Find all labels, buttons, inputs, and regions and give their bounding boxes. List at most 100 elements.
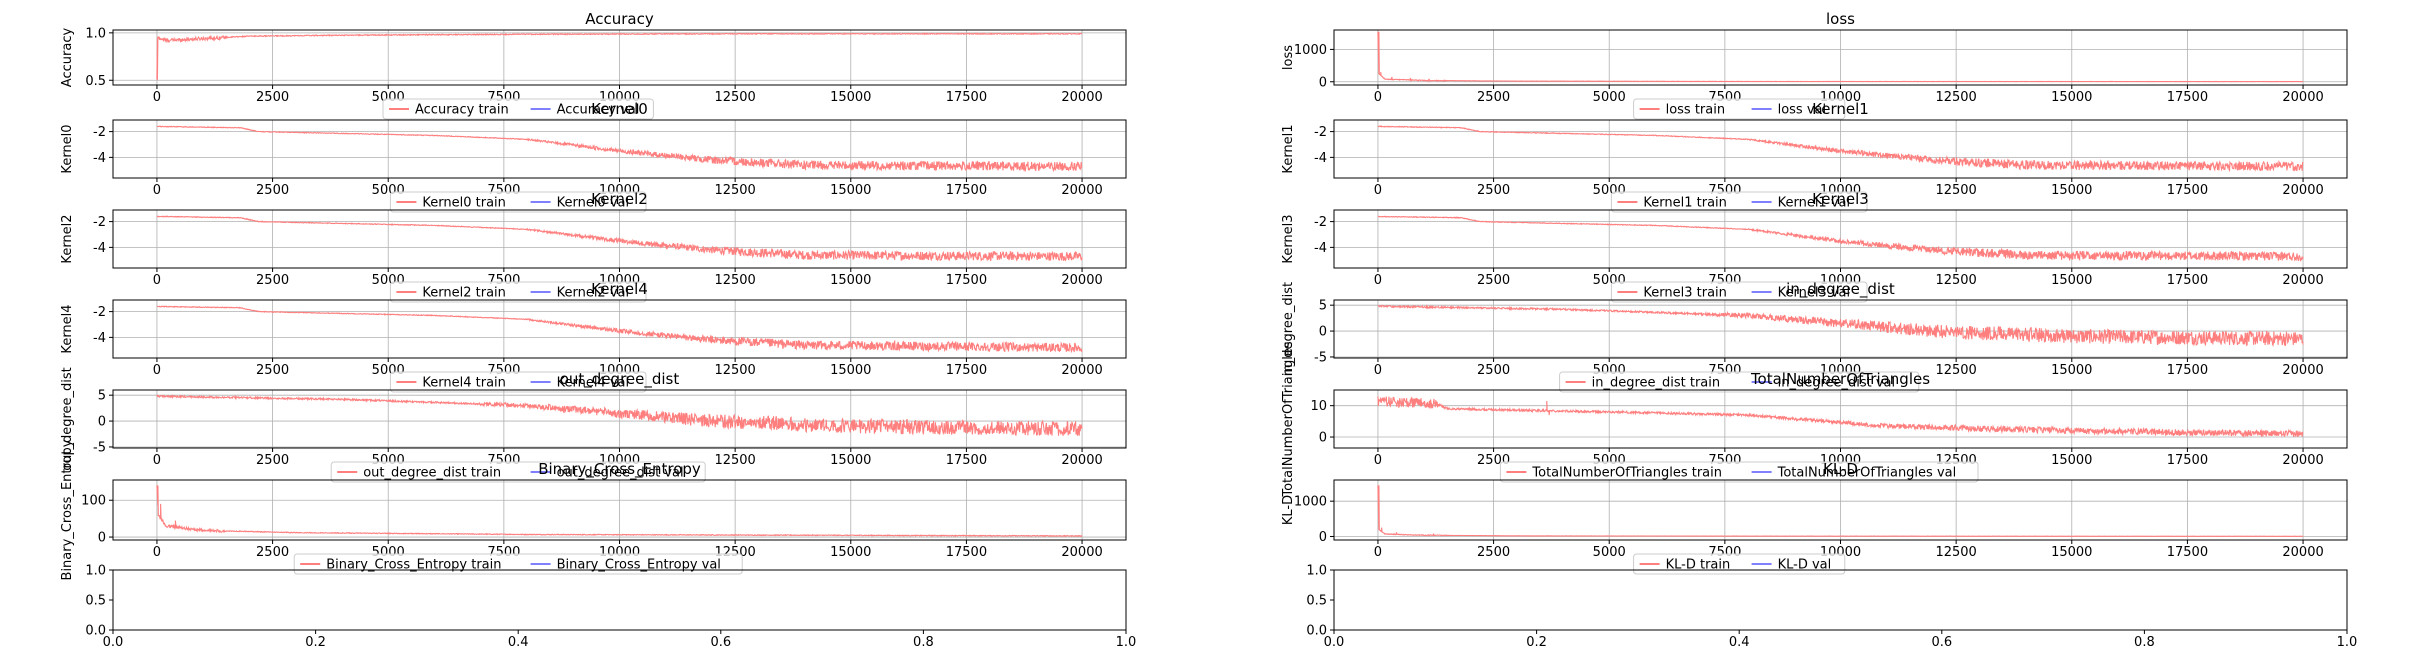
y-axis-label: Kernel0 (60, 124, 75, 173)
subplot-title: Kernel4 (591, 280, 648, 298)
x-tick-label: 2500 (256, 545, 289, 560)
y-tick-label: 0 (1319, 530, 1327, 545)
legend-train-label: in_degree_dist train (1592, 376, 1721, 391)
legend-val-label: KL-D val (1778, 558, 1832, 573)
x-tick-label: 2500 (256, 183, 289, 198)
x-tick-label: 15000 (2051, 273, 2092, 288)
legend-train-label: TotalNumberOfTriangles train (1531, 466, 1722, 481)
y-tick-label: 10 (1310, 399, 1327, 414)
subplot-11: 0 2500 5000 7500 10000 12500 15000 17500 2000001… (1281, 460, 2348, 575)
y-tick-label: 0 (98, 415, 106, 430)
x-tick-label: 15000 (2051, 453, 2092, 468)
x-tick-label: 0 (153, 273, 161, 288)
y-tick-label: -2 (1314, 215, 1327, 230)
legend-box (1499, 461, 1979, 483)
x-tick-label: 17500 (946, 90, 987, 105)
legend-train-label: Binary_Cross_Entropy train (326, 558, 501, 573)
y-tick-label: -2 (1314, 125, 1327, 140)
legend-val-label: Accuracy val (557, 103, 640, 118)
legend-box (389, 281, 647, 303)
x-tick-label: 17500 (2167, 273, 2208, 288)
x-tick-label: 12500 (1935, 363, 1976, 378)
legend-box (1633, 98, 1846, 120)
x-tick-label: 2500 (256, 363, 289, 378)
x-tick-label: 17500 (946, 363, 987, 378)
x-tick-label: 20000 (2282, 273, 2323, 288)
x-tick-label: 0 (153, 545, 161, 560)
legend-val-label: out_degree_dist val (557, 466, 684, 481)
y-tick-label: 0.0 (85, 624, 106, 639)
x-tick-label: 0 (1374, 363, 1382, 378)
x-tick-label: 15000 (830, 273, 871, 288)
subplot-title: Kernel3 (1812, 190, 1869, 208)
subplot-4: 0 2500 5000 7500 10000 12500 15000 17500 20000-2… (60, 190, 1127, 303)
series-train-line (156, 125, 1083, 173)
legend: Kernel3 train Kernel3 val (1610, 281, 1868, 303)
x-tick-label: 0 (1374, 545, 1382, 560)
legend-val-label: Kernel4 val (557, 376, 630, 391)
x-tick-label: 15000 (2051, 90, 2092, 105)
y-axis-label: out_degree_dist (60, 367, 75, 471)
legend: Kernel1 train Kernel1 val (1610, 191, 1868, 213)
legend-train-label: Kernel4 train (422, 376, 506, 391)
y-axis-label: KL-D (1281, 495, 1296, 525)
x-tick-label: 2500 (1477, 90, 1510, 105)
x-tick-label: 17500 (2167, 90, 2208, 105)
x-tick-label: 20000 (2282, 363, 2323, 378)
subplot-5: 0 2500 5000 7500 10000 12500 15000 17500 20000-2… (1281, 190, 2348, 303)
x-tick-label: 0 (1374, 183, 1382, 198)
series-train-line (1377, 125, 2304, 173)
y-tick-label: 100 (81, 494, 106, 509)
x-tick-label: 0.8 (913, 635, 934, 650)
subplot-1: 0 2500 5000 7500 10000 12500 15000 17500 2000001… (1281, 10, 2348, 120)
subplot-title: loss (1826, 10, 1855, 28)
x-tick-label: 2500 (1477, 363, 1510, 378)
x-tick-label: 15000 (830, 363, 871, 378)
x-tick-label: 17500 (946, 545, 987, 560)
x-tick-label: 0.8 (2134, 635, 2155, 650)
y-tick-label: -4 (1314, 241, 1327, 256)
x-tick-label: 20000 (1061, 183, 1102, 198)
y-tick-label: -2 (93, 215, 106, 230)
x-tick-label: 15000 (830, 183, 871, 198)
subplot-2: 0 2500 5000 7500 10000 12500 15000 17500 20000-2… (60, 100, 1127, 213)
legend-val-label: Binary_Cross_Entropy val (557, 558, 721, 573)
y-tick-label: -2 (93, 125, 106, 140)
x-tick-label: 20000 (2282, 90, 2323, 105)
subplot-title: Kernel0 (591, 100, 648, 118)
x-tick-label: 0 (1374, 90, 1382, 105)
y-axis-label: Kernel3 (1281, 214, 1296, 263)
x-tick-label: 0.2 (305, 635, 326, 650)
legend-box (389, 371, 647, 393)
x-tick-label: 5000 (1593, 90, 1626, 105)
x-tick-label: 15000 (830, 453, 871, 468)
x-tick-label: 17500 (2167, 363, 2208, 378)
x-tick-label: 0 (153, 183, 161, 198)
subplot-8: 0 2500 5000 7500 10000 12500 15000 17500 2000050… (60, 367, 1127, 483)
y-tick-label: 0 (1319, 75, 1327, 90)
x-tick-label: 12500 (714, 183, 755, 198)
subplot-title: Kernel2 (591, 190, 648, 208)
axes-frame (1333, 569, 2348, 631)
x-tick-label: 15000 (2051, 183, 2092, 198)
legend-box (1610, 281, 1868, 303)
x-tick-label: 1.0 (1116, 635, 1137, 650)
x-tick-label: 12500 (1935, 545, 1976, 560)
y-tick-label: 0 (98, 531, 106, 546)
legend: Kernel2 train Kernel2 val (389, 281, 647, 303)
y-axis-label: Binary_Cross_Entropy (60, 439, 75, 580)
y-tick-label: -5 (1314, 350, 1327, 365)
legend-box (293, 553, 743, 575)
legend-train-label: out_degree_dist train (363, 466, 501, 481)
x-tick-label: 0.0 (1324, 635, 1345, 650)
legend-box (382, 98, 654, 120)
subplot-12: 0.0 0.2 0.4 0.6 0.8 1.0 0.0 0.5 1.0 (85, 564, 1136, 651)
y-tick-label: -2 (93, 305, 106, 320)
legend-box (1633, 553, 1846, 575)
x-tick-label: 0 (153, 453, 161, 468)
x-tick-label: 20000 (1061, 363, 1102, 378)
y-axis-label: Kernel2 (60, 214, 75, 263)
subplot-title: KL-D (1823, 460, 1858, 478)
x-tick-label: 0 (1374, 453, 1382, 468)
x-tick-label: 2500 (1477, 183, 1510, 198)
